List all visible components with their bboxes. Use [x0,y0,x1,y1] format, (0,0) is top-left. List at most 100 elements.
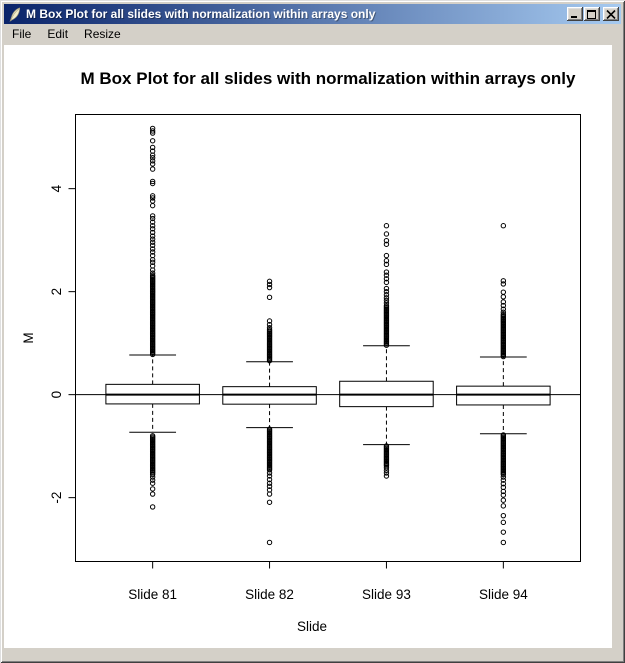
outlier-point [500,519,507,526]
outlier-point [266,480,273,486]
outlier-point [266,294,273,301]
outlier-point [149,213,156,219]
outlier-point [500,497,507,503]
outlier-point [266,473,273,479]
menu-file[interactable]: File [12,27,32,41]
menu-edit[interactable]: Edit [47,27,69,41]
outlier-point [149,125,156,132]
outlier-point [149,128,156,134]
outlier-point [149,223,156,229]
outlier-point [149,480,156,486]
y-tick-label: 4 [49,184,64,192]
outlier-point [383,288,390,295]
title-bar[interactable]: M Box Plot for all slides with normaliza… [4,4,621,24]
minimize-button[interactable] [567,7,583,21]
x-tick-label: Slide 93 [362,587,411,602]
outlier-point [149,180,156,187]
outlier-point [149,198,156,204]
outlier-point [149,474,156,480]
outlier-dense-high [383,302,390,309]
outlier-point [500,474,507,480]
outlier-point [500,306,507,312]
x-tick-label: Slide 82 [245,587,294,602]
outlier-point [500,302,507,309]
boxplot-slide-82: Slide 82 [222,278,317,602]
outlier-point [500,539,507,546]
outlier-point [383,237,390,244]
outlier-point [149,233,156,239]
outlier-point [383,467,390,474]
outlier-point [500,281,507,287]
y-tick-label: 2 [49,288,64,296]
outlier-point [383,473,390,479]
outlier-point [149,158,156,164]
outlier-point [383,241,390,247]
outlier-point [149,242,156,249]
outlier-point [149,178,156,185]
close-icon [606,9,616,19]
outlier-point [149,491,156,497]
outlier-dense-high [266,327,273,333]
outlier-point [383,465,390,471]
outlier-point [383,292,390,298]
outlier-point [149,486,156,492]
outlier-point [383,269,390,275]
outlier-point [266,470,273,476]
outlier-point [149,226,156,232]
outlier-point [500,223,507,229]
outlier-point [500,309,507,315]
feather-quill-icon [9,7,21,22]
plot-canvas: M Box Plot for all slides with normaliza… [4,45,612,648]
outlier-point [149,166,156,172]
outlier-point [500,529,507,535]
outlier-point [149,249,156,255]
x-tick-label: Slide 94 [479,587,528,602]
outlier-point [149,148,156,154]
outlier-point [266,483,273,490]
outlier-point [383,276,390,282]
outlier-point [383,252,390,259]
outlier-point [149,263,156,269]
outlier-point [500,299,507,305]
outlier-point [500,278,507,284]
outlier-point [383,285,390,292]
window-title: M Box Plot for all slides with normaliza… [26,7,376,21]
x-axis-label: Slide [297,619,327,634]
outlier-point [149,270,156,276]
menu-resize[interactable]: Resize [84,27,121,41]
outlier-dense-low [500,432,507,438]
y-axis-label: M [21,332,36,343]
outlier-point [149,229,156,236]
outlier-point [266,476,273,483]
outlier-point [149,252,156,259]
outlier-point [500,477,507,483]
outlier-point [266,491,273,497]
outlier-point [383,297,390,304]
outlier-point [266,278,273,285]
boxplot-svg: M Box Plot for all slides with normaliza… [21,69,581,634]
outlier-point [266,284,273,291]
boxplot-slide-81: Slide 81 [105,125,200,602]
outlier-dense-high [500,311,507,318]
outlier-point [500,503,507,509]
outlier-point [383,231,390,237]
outlier-point [149,195,156,201]
outlier-point [149,246,156,252]
outlier-point [149,215,156,222]
outlier-point [149,202,156,209]
maximize-button[interactable] [584,7,600,21]
outlier-point [383,295,390,301]
boxplot-slide-93: Slide 93 [339,223,434,602]
outlier-point [149,138,156,144]
outlier-point [266,318,273,324]
boxplot-slide-94: Slide 94 [456,223,551,602]
minimize-icon [571,15,577,18]
outlier-point [149,471,156,478]
outlier-dense-high [149,272,156,279]
outlier-point [149,219,156,225]
outlier-point [149,239,156,245]
outlier-dense-low [383,443,390,449]
outlier-point [149,477,156,483]
close-button[interactable] [603,7,619,21]
